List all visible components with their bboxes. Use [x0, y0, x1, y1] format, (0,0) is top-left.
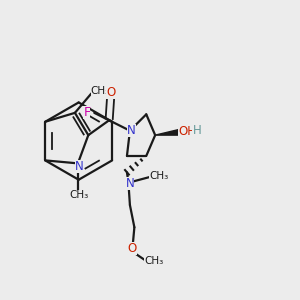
Text: CH₃: CH₃ — [70, 190, 89, 200]
Text: OH: OH — [178, 125, 196, 138]
Text: CH₃: CH₃ — [91, 85, 110, 96]
Text: N: N — [127, 124, 136, 137]
Text: H: H — [192, 124, 201, 137]
Text: F: F — [83, 106, 90, 119]
Text: O: O — [106, 86, 115, 99]
Text: CH₃: CH₃ — [144, 256, 163, 266]
Text: N: N — [125, 177, 134, 190]
Text: O: O — [128, 242, 137, 256]
Text: CH₃: CH₃ — [149, 171, 169, 181]
Text: N: N — [75, 160, 84, 173]
Polygon shape — [155, 129, 181, 135]
